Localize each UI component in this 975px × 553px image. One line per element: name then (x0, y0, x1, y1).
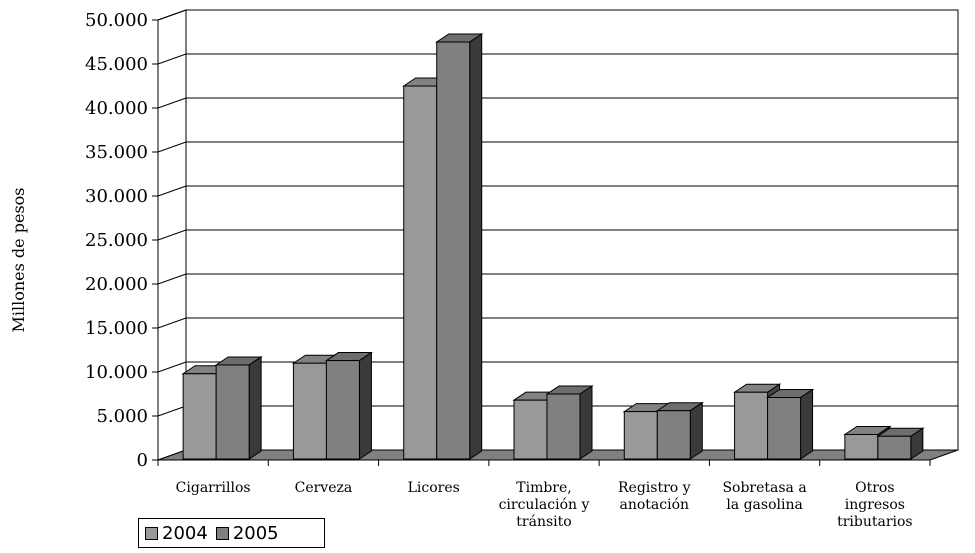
y-tick-label: 35.000 (85, 142, 148, 163)
y-tick-label: 5.000 (96, 406, 148, 427)
bar-front (436, 41, 471, 460)
gridline (157, 361, 958, 373)
bar-side (248, 356, 262, 460)
y-tick-label: 45.000 (85, 54, 148, 75)
gridline (157, 97, 958, 109)
gridline (157, 273, 958, 285)
y-tick-label: 15.000 (85, 318, 148, 339)
bar-front (877, 435, 912, 460)
bar-2005-0 (214, 356, 263, 460)
bar-2005-2 (435, 33, 484, 460)
legend-item-2004: 2004 (145, 523, 208, 544)
bar-front (656, 410, 691, 460)
bar-2005-1 (324, 351, 374, 460)
x-tick-label: Timbre, circulación y tránsito (499, 480, 590, 530)
gridline (157, 9, 958, 21)
y-tick-label: 25.000 (85, 230, 148, 251)
x-tick-label: Cigarrillos (176, 480, 251, 496)
bar-front (292, 362, 327, 460)
gridline (157, 229, 958, 241)
legend: 2004 2005 (138, 518, 325, 548)
x-tick-label: Registro y anotación (618, 480, 691, 513)
y-tick-label: 20.000 (85, 274, 148, 295)
bar-front (403, 85, 438, 460)
bar-front (844, 433, 879, 460)
legend-swatch-2004 (145, 526, 158, 540)
bar-side (358, 351, 372, 460)
bar-side (579, 385, 593, 460)
y-tick-label: 0 (137, 450, 148, 471)
y-tick-label: 40.000 (85, 98, 148, 119)
legend-label-2005: 2005 (232, 522, 279, 544)
bar-2005-5 (765, 388, 815, 460)
y-axis-label: Millones de pesos (9, 188, 28, 333)
gridline (157, 185, 958, 197)
bar-front (546, 393, 581, 460)
y-tick-label: 50.000 (85, 10, 148, 31)
bar-front (215, 364, 250, 460)
bar-front (734, 391, 769, 460)
gridline (157, 141, 958, 153)
legend-swatch-2005 (215, 526, 229, 540)
y-axis: 0 5.000 10.000 15.000 20.000 25.000 30.000 35.0… (85, 10, 159, 471)
x-axis: Cigarrillos Cerveza Licores Timbre, circulac… (157, 459, 931, 530)
bar-front (513, 399, 548, 460)
bars (181, 33, 925, 460)
legend-label-2004: 2004 (162, 522, 208, 544)
bar-2005-3 (545, 385, 594, 460)
gridline (157, 317, 958, 329)
y-tick-label: 30.000 (85, 186, 148, 207)
bar-2005-6 (876, 427, 925, 460)
x-tick-label: Licores (408, 480, 460, 496)
bar-side (689, 401, 703, 460)
gridline (157, 53, 958, 65)
bar-front (623, 411, 658, 460)
bar-2005-4 (655, 401, 704, 460)
x-tick-label: Sobretasa a la gasolina (722, 480, 806, 513)
bar-side (469, 33, 483, 460)
bar-front (767, 397, 802, 460)
x-tick-label: Otros ingresos tributarios (837, 480, 913, 530)
legend-item-2005: 2005 (215, 522, 279, 544)
x-tick-label: Cerveza (295, 480, 353, 496)
y-tick-label: 10.000 (85, 362, 148, 383)
bar-front (182, 373, 217, 460)
bar-front (325, 360, 360, 460)
bar-side (800, 388, 814, 460)
